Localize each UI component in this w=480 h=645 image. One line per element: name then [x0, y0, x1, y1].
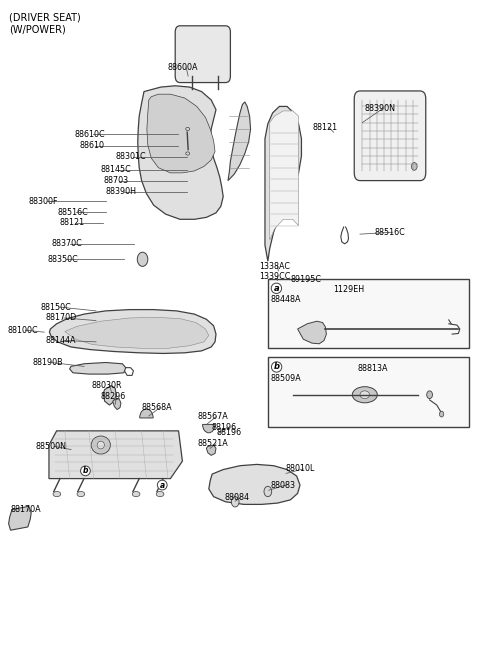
Ellipse shape — [137, 252, 148, 266]
Ellipse shape — [77, 491, 84, 497]
Ellipse shape — [132, 491, 140, 497]
Text: 88516C: 88516C — [58, 208, 88, 217]
Text: 88150C: 88150C — [41, 303, 72, 312]
FancyBboxPatch shape — [175, 26, 230, 83]
Text: 88350C: 88350C — [48, 255, 79, 264]
Ellipse shape — [91, 436, 110, 454]
Text: a: a — [274, 284, 279, 293]
Text: 88610C: 88610C — [74, 130, 105, 139]
Text: 88170A: 88170A — [11, 505, 41, 514]
Text: 1129EH: 1129EH — [334, 285, 365, 294]
Polygon shape — [9, 506, 31, 530]
Text: 88296: 88296 — [101, 392, 126, 401]
Polygon shape — [138, 86, 223, 219]
Polygon shape — [103, 386, 116, 405]
Circle shape — [264, 486, 272, 497]
Ellipse shape — [440, 412, 444, 417]
Polygon shape — [65, 317, 209, 348]
Text: 88600A: 88600A — [168, 63, 199, 72]
Text: 88500N: 88500N — [36, 442, 67, 451]
Text: (W/POWER): (W/POWER) — [9, 25, 65, 35]
Text: 88083: 88083 — [270, 481, 295, 490]
Text: 88144A: 88144A — [46, 336, 76, 345]
Text: 1339CC: 1339CC — [259, 272, 290, 281]
Polygon shape — [270, 111, 299, 240]
FancyBboxPatch shape — [268, 279, 469, 348]
Text: 88121: 88121 — [60, 218, 85, 227]
Text: 88121: 88121 — [313, 123, 338, 132]
Wedge shape — [140, 409, 153, 418]
Text: 88390H: 88390H — [106, 187, 137, 196]
Ellipse shape — [97, 441, 104, 449]
Polygon shape — [228, 102, 251, 181]
Polygon shape — [265, 106, 301, 261]
Circle shape — [231, 497, 239, 507]
Polygon shape — [147, 94, 215, 173]
Text: 88301C: 88301C — [115, 152, 146, 161]
Text: 88567A: 88567A — [198, 412, 228, 421]
Text: 88509A: 88509A — [271, 374, 301, 383]
Text: 88010L: 88010L — [285, 464, 314, 473]
Ellipse shape — [53, 491, 60, 497]
Polygon shape — [49, 310, 216, 353]
Text: 88030R: 88030R — [91, 381, 122, 390]
Polygon shape — [113, 399, 121, 410]
Text: 88390N: 88390N — [365, 104, 396, 113]
Ellipse shape — [360, 391, 370, 399]
FancyBboxPatch shape — [268, 357, 469, 427]
Text: 88170D: 88170D — [46, 313, 77, 322]
Text: 88145C: 88145C — [101, 165, 132, 174]
Text: 89195C: 89195C — [290, 275, 322, 284]
Text: 88448A: 88448A — [271, 295, 301, 304]
Polygon shape — [70, 362, 126, 374]
Ellipse shape — [186, 152, 190, 155]
Ellipse shape — [352, 387, 377, 402]
Text: 1338AC: 1338AC — [259, 262, 290, 271]
Ellipse shape — [156, 491, 164, 497]
Text: 88196: 88196 — [217, 428, 242, 437]
Text: a: a — [160, 481, 165, 490]
Text: 88190B: 88190B — [33, 358, 63, 367]
Polygon shape — [298, 321, 326, 344]
Circle shape — [411, 163, 417, 170]
Text: 88370C: 88370C — [51, 239, 82, 248]
Text: b: b — [274, 362, 279, 372]
Ellipse shape — [186, 128, 190, 130]
Text: 88568A: 88568A — [142, 403, 172, 412]
Polygon shape — [206, 445, 216, 455]
Text: 88610: 88610 — [79, 141, 104, 150]
Text: 88084: 88084 — [225, 493, 250, 502]
Text: 88521A: 88521A — [198, 439, 228, 448]
Text: 88703: 88703 — [103, 176, 128, 185]
Text: 88100C: 88100C — [7, 326, 38, 335]
Polygon shape — [49, 431, 182, 479]
Text: 88813A: 88813A — [358, 364, 388, 373]
FancyBboxPatch shape — [354, 91, 426, 181]
Polygon shape — [209, 464, 300, 504]
Text: 88516C: 88516C — [374, 228, 405, 237]
Text: (DRIVER SEAT): (DRIVER SEAT) — [9, 13, 80, 23]
Text: 88300F: 88300F — [29, 197, 58, 206]
Ellipse shape — [427, 391, 432, 399]
Text: 88196: 88196 — [211, 423, 236, 432]
Wedge shape — [203, 424, 215, 433]
Text: b: b — [83, 466, 88, 475]
